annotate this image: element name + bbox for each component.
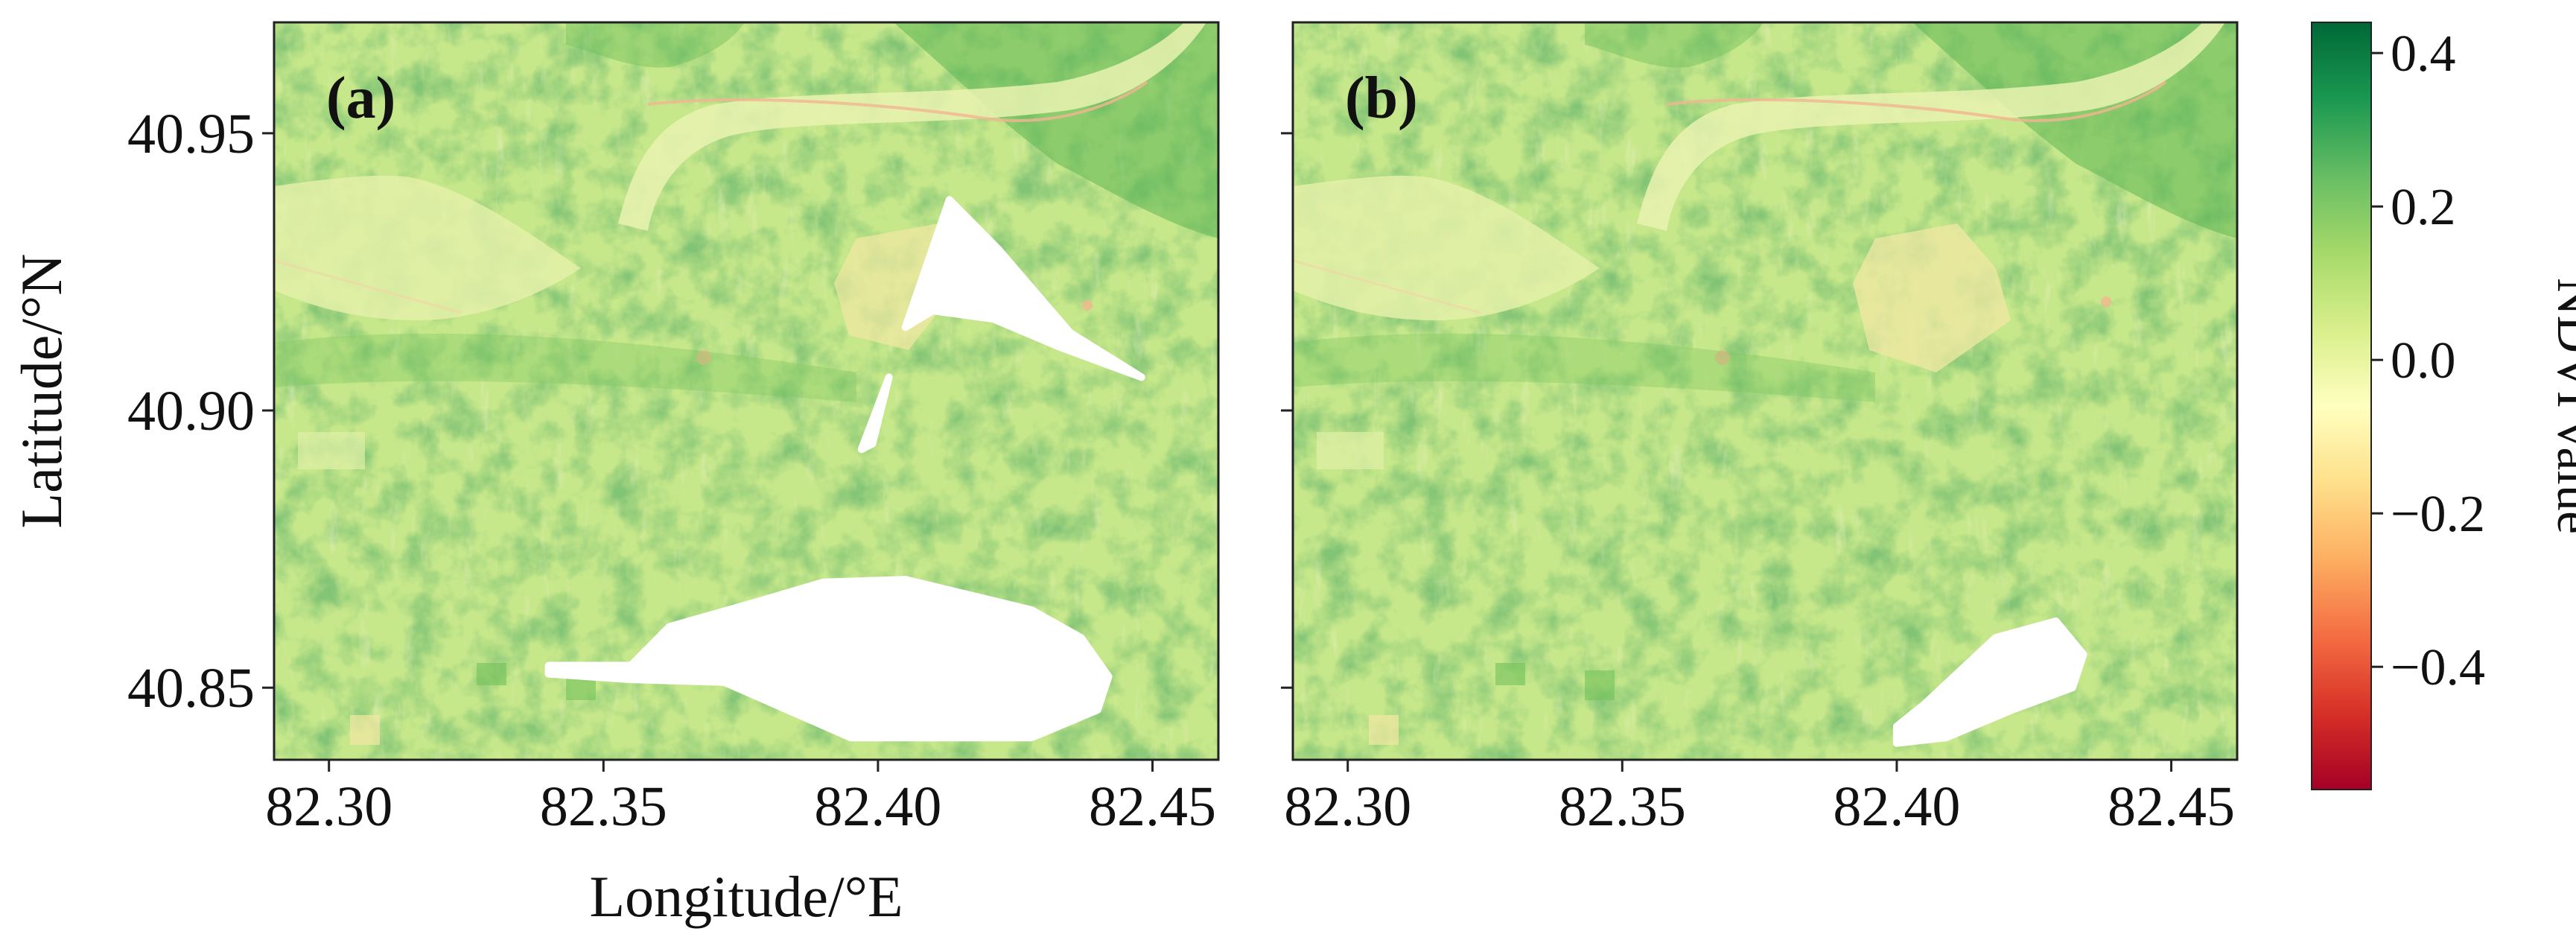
- colorbar-ticks: 0.4 0.2 0.0 −0.2 −0.4: [2371, 25, 2485, 696]
- colorbar-tick-label: 0.2: [2391, 179, 2456, 236]
- no-data-region: [901, 196, 1145, 381]
- no-data-region: [1892, 617, 2087, 747]
- panel-b-frame: [1291, 21, 2239, 761]
- panel-a: (a) 82.30 82.35 82.40 82.4540.8540.9040.95 …: [9, 21, 1220, 929]
- y-tick-label: 40.85: [127, 657, 255, 720]
- colorbar-tick-label: 0.0: [2391, 332, 2456, 390]
- panel-a-y-axis-title: Latitude/°N: [9, 253, 74, 528]
- x-tick-label: 82.30: [265, 775, 392, 838]
- panel-b-label: (b): [1345, 66, 1418, 131]
- colorbar-tick-label: 0.4: [2391, 25, 2456, 83]
- x-tick-label: 82.35: [1559, 775, 1686, 838]
- panel-b-axes: 82.30 82.35 82.40 82.45: [1281, 132, 2235, 838]
- panel-b-ndvi-map: [1293, 22, 2237, 760]
- no-data-region: [857, 373, 893, 454]
- colorbar-label: NDVI value: [2546, 278, 2576, 534]
- no-data-region: [544, 576, 1113, 742]
- panel-a-x-axis-title: Longitude/°E: [589, 864, 903, 929]
- panel-a-frame: [273, 21, 1220, 761]
- x-tick-label: 82.35: [540, 775, 667, 838]
- colorbar: 0.4 0.2 0.0 −0.2 −0.4 NDVI value: [2311, 22, 2576, 790]
- colorbar-tick-label: −0.4: [2391, 639, 2485, 696]
- panel-a-ndvi-map: [274, 22, 1218, 760]
- panel-a-no-data-regions: [544, 196, 1145, 742]
- panel-a-label: (a): [326, 66, 395, 131]
- panel-a-axes: 82.30 82.35 82.40 82.45 40.85 40.90 40.95: [127, 103, 1216, 838]
- x-tick-label: 82.30: [1284, 775, 1411, 838]
- x-tick-label: 82.45: [2108, 775, 2235, 838]
- y-tick-label: 40.95: [127, 103, 255, 165]
- x-tick-label: 82.40: [1833, 775, 1960, 838]
- colorbar-gradient: [2311, 22, 2372, 790]
- x-tick-label: 82.45: [1089, 775, 1216, 838]
- y-tick-label: 40.90: [127, 380, 255, 442]
- colorbar-tick-label: −0.2: [2391, 486, 2485, 543]
- panel-b: (b) 82.30 82.35 82.40 82.45: [1281, 21, 2239, 838]
- panel-b-no-data-regions: [1892, 617, 2087, 747]
- x-tick-label: 82.40: [814, 775, 941, 838]
